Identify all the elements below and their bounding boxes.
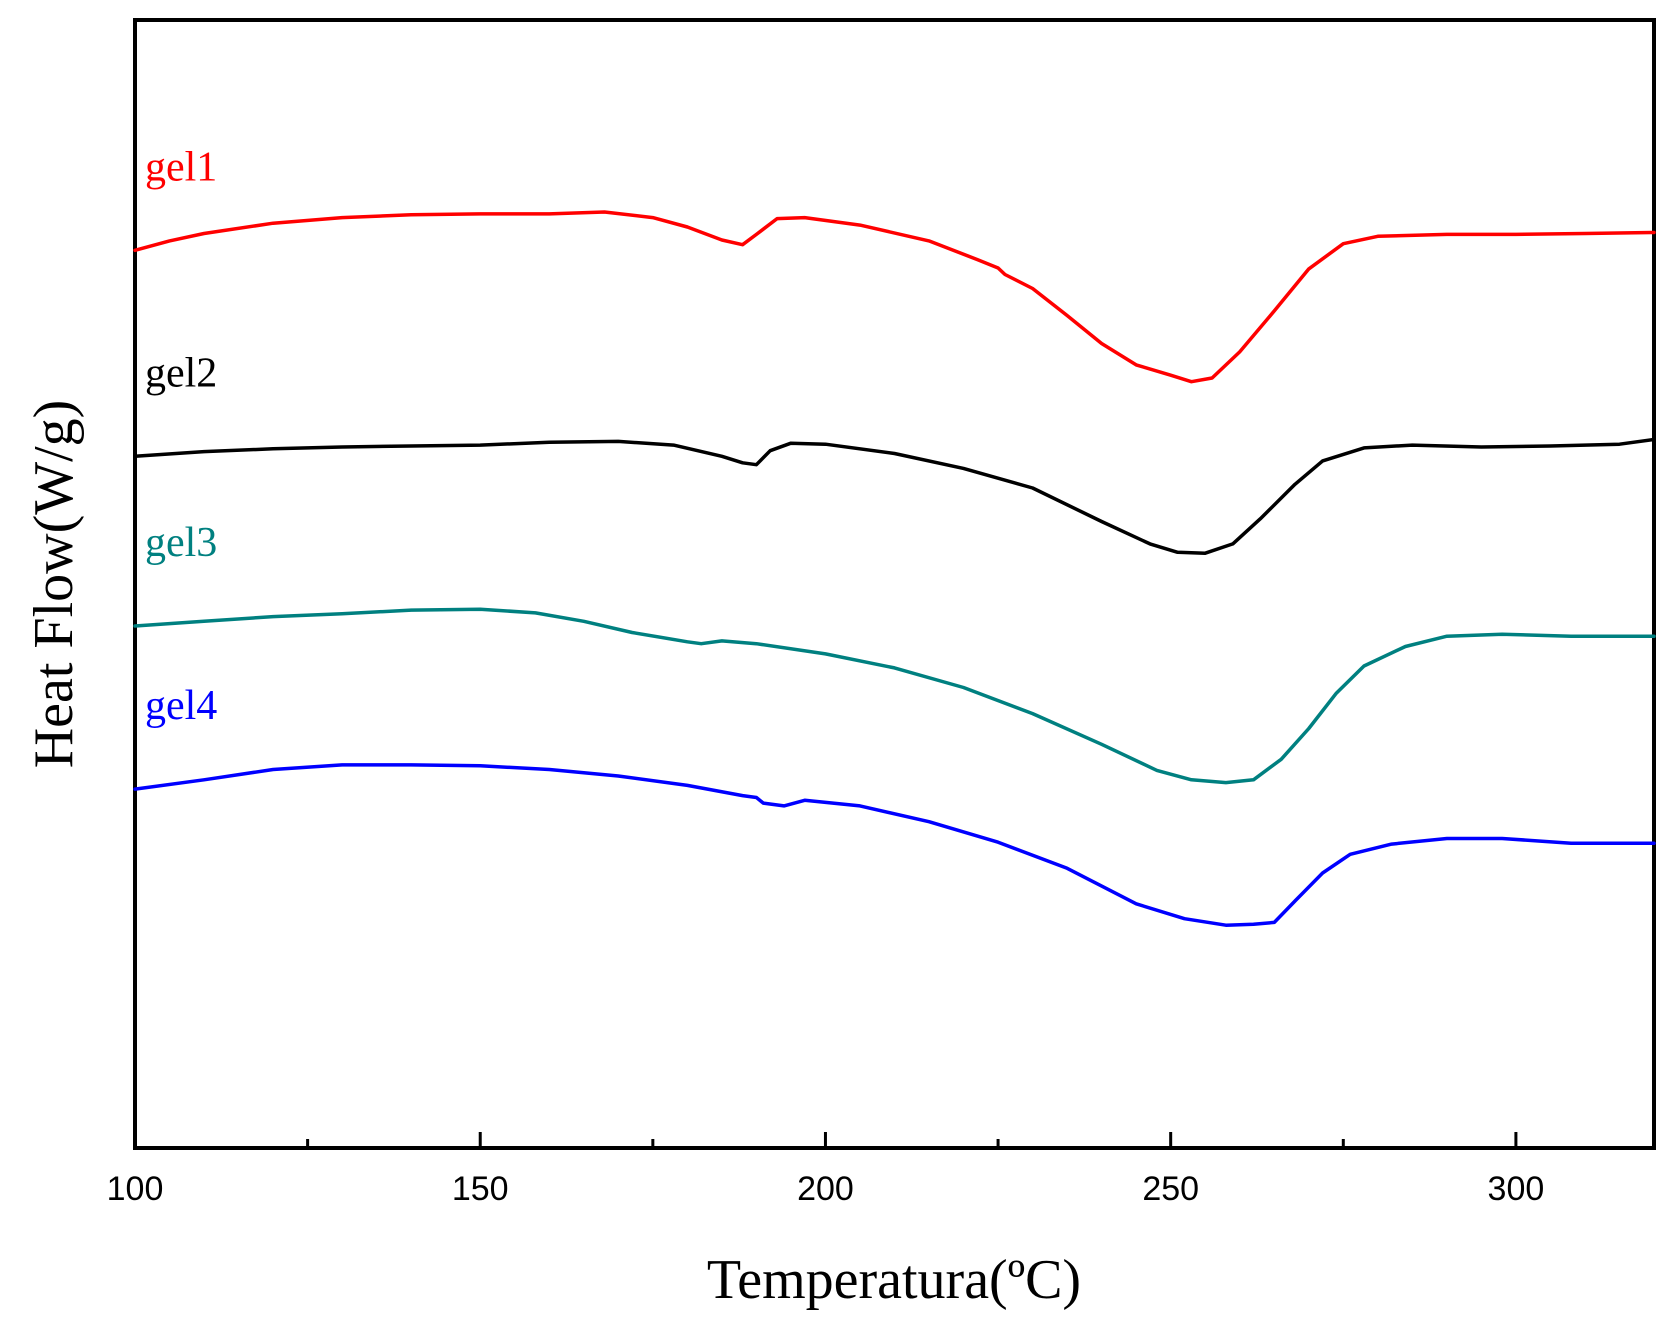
x-axis-ticks: 100 150 200 250 300 [107, 1132, 1545, 1208]
series-line-gel1 [133, 210, 1656, 384]
series-line-gel3 [133, 607, 1656, 785]
x-tick-label: 250 [1142, 1170, 1199, 1208]
x-tick-label: 300 [1488, 1170, 1545, 1208]
series-label-gel3: gel3 [145, 520, 217, 566]
series-label-gel2: gel2 [145, 350, 217, 396]
series-label-gel4: gel4 [145, 683, 217, 729]
x-tick-label: 100 [107, 1170, 164, 1208]
y-axis-title: Heat Flow(W/g) [23, 400, 85, 769]
series-label-gel1: gel1 [145, 144, 217, 190]
series-labels: gel1 gel2 gel3 gel4 [145, 144, 217, 729]
x-tick-label: 150 [452, 1170, 509, 1208]
x-axis-title: Temperatura(ºC) [707, 1249, 1081, 1311]
series-line-gel2 [133, 437, 1656, 555]
x-tick-label: 200 [797, 1170, 854, 1208]
series-line-gel4 [133, 763, 1656, 927]
series-lines [133, 210, 1656, 927]
plot-frame [133, 18, 1656, 1150]
